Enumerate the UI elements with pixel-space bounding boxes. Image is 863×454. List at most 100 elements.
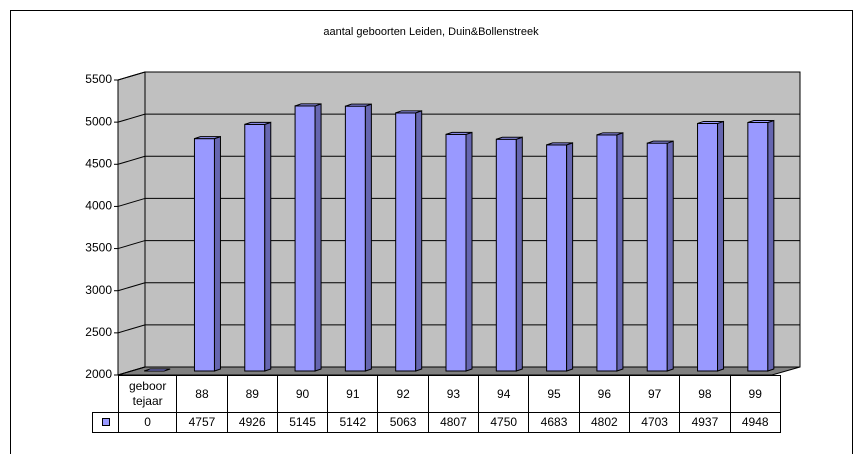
bar-front	[596, 134, 618, 372]
category-label: 91	[327, 375, 379, 413]
grid-line	[117, 366, 146, 376]
bar	[244, 121, 272, 372]
bar-side	[566, 142, 574, 372]
bar-front	[747, 122, 769, 372]
grid-line	[117, 240, 146, 250]
bar	[697, 120, 725, 372]
bar-front	[697, 122, 719, 372]
bar-side	[717, 120, 725, 372]
bar	[395, 110, 423, 372]
category-label: 95	[528, 375, 580, 413]
bar	[646, 140, 674, 372]
bar	[143, 368, 171, 372]
bar-side	[515, 136, 523, 372]
y-tick-label: 4500	[85, 156, 112, 170]
category-label: 99	[729, 375, 781, 413]
category-label: 93	[427, 375, 480, 413]
grid-line	[117, 197, 146, 207]
category-label: geboor tejaar	[117, 375, 178, 413]
grid-line	[117, 113, 146, 123]
grid-line	[117, 324, 146, 334]
y-tick-label: 5000	[85, 114, 112, 128]
value-label: 5145	[276, 412, 329, 433]
value-label: 4757	[176, 412, 228, 433]
bar-front	[445, 133, 467, 372]
y-tick-label: 5500	[85, 72, 112, 86]
y-tick-label: 3500	[85, 241, 112, 255]
value-label: 4703	[628, 412, 681, 433]
value-label: 4807	[427, 412, 480, 433]
bar-front	[646, 142, 668, 372]
bar	[546, 142, 574, 372]
bar-top	[143, 368, 171, 372]
bar-top	[445, 131, 473, 135]
bar-front	[395, 112, 417, 372]
grid-line	[117, 155, 146, 165]
category-label: 94	[478, 375, 530, 413]
value-label: 0	[117, 412, 178, 433]
bar	[747, 119, 775, 372]
value-label: 5142	[327, 412, 379, 433]
bar-top	[647, 140, 674, 144]
bar	[495, 136, 523, 372]
bar-top	[345, 103, 372, 107]
value-label: 4802	[578, 412, 630, 433]
bar-top	[747, 120, 775, 124]
bar-top	[496, 136, 523, 140]
bar-top	[294, 103, 322, 107]
value-label: 4926	[226, 412, 278, 433]
bar-side	[314, 103, 322, 372]
bar-top	[194, 136, 221, 140]
bar-side	[364, 103, 372, 372]
bar-top	[395, 110, 422, 114]
category-label: 96	[578, 375, 630, 413]
bar-front	[546, 144, 568, 372]
bar-side	[264, 121, 272, 372]
category-label: 97	[628, 375, 681, 413]
side-wall	[117, 71, 146, 376]
value-label: 4750	[478, 412, 530, 433]
bar-top	[244, 121, 271, 125]
category-label: 90	[276, 375, 329, 413]
grid-line	[117, 282, 146, 292]
bar-side	[767, 119, 775, 372]
category-label: 88	[176, 375, 228, 413]
bar-top	[697, 120, 724, 124]
bar-front	[294, 105, 316, 372]
grid-line	[117, 71, 146, 81]
value-label: 4948	[729, 412, 781, 433]
bar-side	[213, 135, 221, 372]
bar	[193, 135, 221, 372]
value-label: 4937	[679, 412, 731, 433]
bar-side	[415, 110, 423, 372]
bar-top	[596, 132, 624, 136]
value-label: 5063	[377, 412, 429, 433]
bar-side	[616, 132, 624, 372]
value-label: 4683	[528, 412, 580, 433]
y-tick-label: 2000	[85, 367, 112, 381]
bar-top	[546, 142, 573, 146]
bar-front	[495, 138, 517, 372]
bar	[294, 103, 322, 372]
bar	[596, 132, 624, 372]
bar-front	[244, 123, 266, 372]
y-tick-label: 4000	[85, 199, 112, 213]
bar-side	[666, 140, 674, 372]
category-label: 89	[226, 375, 278, 413]
y-tick-label: 2500	[85, 325, 112, 339]
bar-side	[465, 131, 473, 372]
blank-cell	[93, 376, 119, 413]
bar-front	[344, 105, 366, 372]
bar-front	[193, 138, 215, 372]
y-tick-label: 3000	[85, 283, 112, 297]
bar	[344, 103, 372, 372]
bar	[445, 131, 473, 372]
category-label: 92	[377, 375, 429, 413]
legend-key-cell	[92, 412, 119, 433]
chart-title: aantal geboorten Leiden, Duin&Bollenstre…	[323, 26, 539, 38]
legend-key	[101, 418, 110, 426]
category-label: 98	[679, 375, 731, 413]
